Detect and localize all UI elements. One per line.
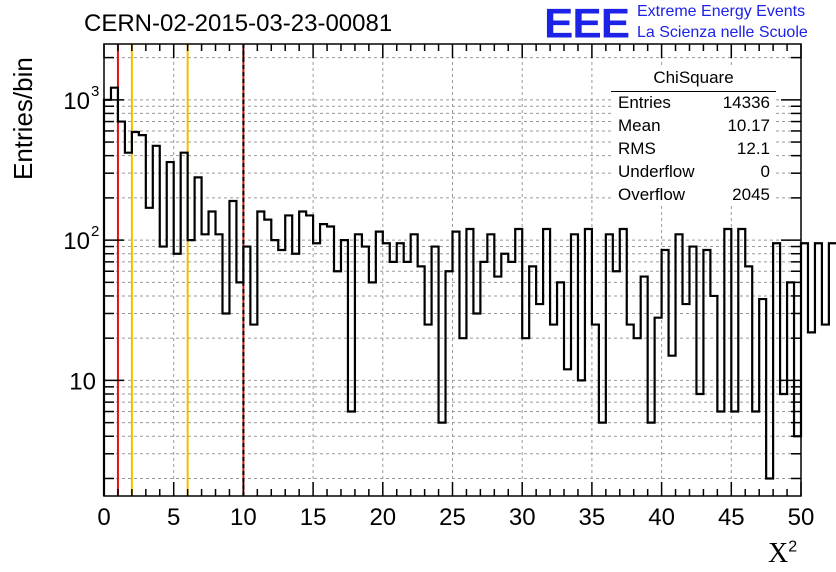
stats-row-rms: RMS 12.1: [618, 139, 770, 162]
stats-value: 12.1: [736, 139, 770, 158]
stats-title: ChiSquare: [653, 68, 734, 87]
stats-row-entries: Entries 14336: [618, 93, 770, 116]
stats-row-underflow: Underflow 0: [618, 162, 770, 185]
stats-key: Mean: [618, 116, 661, 135]
x-axis-symbol: X: [768, 538, 789, 569]
stats-value: 14336: [722, 93, 770, 112]
stats-key: Underflow: [618, 162, 695, 181]
stats-key: Overflow: [618, 185, 686, 204]
stats-box: ChiSquare Entries 14336 Mean 10.17 RMS 1…: [611, 66, 776, 206]
stats-key: Entries: [618, 93, 671, 112]
run-title: CERN-02-2015-03-23-00081: [84, 10, 393, 37]
stats-row-mean: Mean 10.17: [618, 116, 770, 139]
x-tick-label: 10: [230, 504, 257, 531]
x-tick-label: 25: [439, 504, 466, 531]
x-tick-label: 30: [509, 504, 536, 531]
x-tick-label: 40: [648, 504, 675, 531]
marker-lines: [116, 44, 245, 496]
stats-separator: [611, 91, 776, 92]
y-tick-label: 10: [63, 228, 90, 255]
x-tick-label: 50: [788, 504, 815, 531]
x-tick-label: 45: [718, 504, 745, 531]
x-axis-label: X2: [768, 538, 797, 570]
y-tick-label: 10: [63, 88, 90, 115]
stats-value: 2045: [732, 185, 770, 204]
eee-logo: EEE: [544, 0, 630, 47]
x-tick-label: 35: [579, 504, 606, 531]
stats-key: RMS: [618, 139, 656, 158]
axis-ticks: [103, 44, 802, 496]
x-axis-superscript: 2: [788, 538, 798, 556]
y-tick-exponent: 2: [91, 223, 99, 240]
logo-line-2: La Scienza nelle Scuole: [637, 24, 808, 41]
y-axis-label: Entries/bin: [8, 57, 38, 180]
x-tick-label: 5: [167, 504, 180, 531]
y-tick-label: 10: [69, 368, 96, 395]
logo-line-1: Extreme Energy Events: [637, 3, 806, 20]
x-tick-label: 20: [369, 504, 396, 531]
stats-value: 10.17: [727, 116, 770, 135]
y-tick-exponent: 3: [91, 83, 99, 100]
stats-row-overflow: Overflow 2045: [618, 185, 770, 208]
x-tick-label: 0: [97, 504, 110, 531]
x-tick-label: 15: [300, 504, 327, 531]
stats-value: 0: [760, 162, 770, 181]
